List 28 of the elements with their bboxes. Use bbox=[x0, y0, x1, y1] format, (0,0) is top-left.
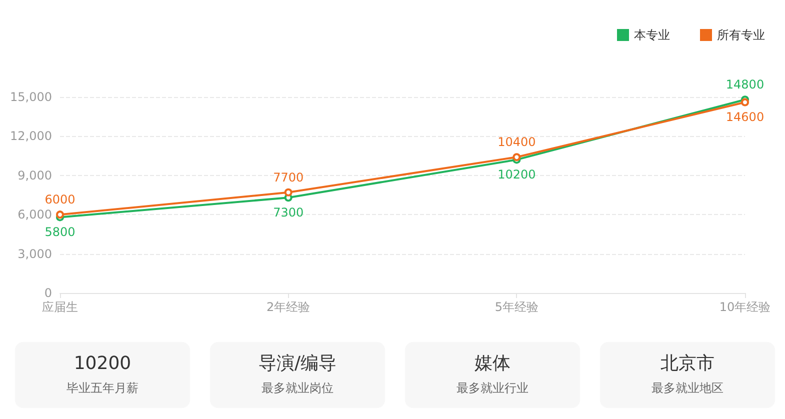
data-label: 10400 bbox=[498, 135, 536, 150]
x-tick-label: 2年经验 bbox=[266, 300, 310, 314]
y-tick-label: 12,000 bbox=[10, 129, 52, 144]
data-label: 5800 bbox=[44, 225, 76, 240]
x-tick-label: 应届生 bbox=[42, 300, 78, 314]
text: 最多就业岗位 bbox=[260, 380, 334, 396]
y-tick-label: 0 bbox=[44, 286, 52, 300]
text: 北京市 bbox=[660, 353, 716, 375]
data-label: 14600 bbox=[726, 110, 764, 124]
y-tick-label: 3,000 bbox=[18, 246, 52, 261]
y-tick-label: 6,000 bbox=[18, 208, 52, 222]
x-tick-label: 10年经验 bbox=[719, 300, 771, 314]
data-label: 7300 bbox=[273, 206, 304, 220]
x-tick-label: 5年经验 bbox=[494, 300, 538, 314]
y-tick-label: 15,000 bbox=[10, 90, 52, 104]
data-label: 6000 bbox=[44, 192, 76, 207]
legend-label: 所有专业 bbox=[717, 28, 765, 42]
text: 10200 bbox=[72, 353, 132, 375]
data-label: 14800 bbox=[726, 78, 764, 92]
legend-label: 本专业 bbox=[634, 28, 670, 42]
text: 最多就业地区 bbox=[650, 380, 724, 396]
y-tick-label: 9,000 bbox=[18, 168, 52, 182]
text: 毕业五年月薪 bbox=[66, 380, 140, 396]
text: 媒体 bbox=[474, 353, 512, 375]
text: 导演/编导 bbox=[257, 353, 338, 375]
data-label: 7700 bbox=[273, 170, 304, 184]
text: 最多就业行业 bbox=[456, 380, 530, 396]
data-label: 10200 bbox=[498, 168, 536, 182]
